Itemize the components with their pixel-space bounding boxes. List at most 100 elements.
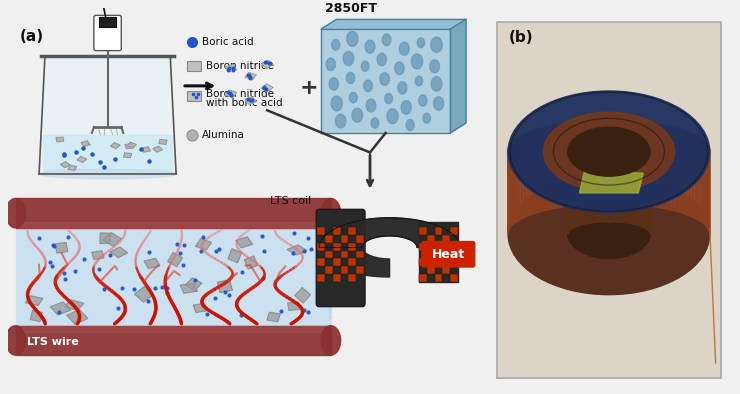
Polygon shape xyxy=(193,303,207,312)
Polygon shape xyxy=(641,143,642,227)
Bar xyxy=(427,235,434,243)
Polygon shape xyxy=(92,251,104,259)
Polygon shape xyxy=(606,121,611,204)
Bar xyxy=(443,266,450,274)
Polygon shape xyxy=(603,139,605,222)
FancyBboxPatch shape xyxy=(94,15,121,50)
Polygon shape xyxy=(623,139,625,223)
Polygon shape xyxy=(245,72,256,80)
Bar xyxy=(333,274,340,282)
Text: with boric acid: with boric acid xyxy=(206,98,282,108)
Bar xyxy=(317,227,325,235)
Bar xyxy=(434,274,443,282)
Polygon shape xyxy=(585,121,591,204)
Polygon shape xyxy=(431,37,443,52)
Polygon shape xyxy=(704,141,706,226)
Polygon shape xyxy=(699,137,701,221)
Polygon shape xyxy=(690,133,693,217)
Polygon shape xyxy=(633,141,634,224)
Polygon shape xyxy=(551,125,556,209)
Polygon shape xyxy=(579,171,643,193)
Polygon shape xyxy=(573,145,574,228)
Bar xyxy=(443,235,450,243)
Polygon shape xyxy=(383,34,391,46)
Polygon shape xyxy=(39,56,176,174)
Ellipse shape xyxy=(508,91,710,212)
Polygon shape xyxy=(522,134,525,219)
Text: Boron nitride: Boron nitride xyxy=(206,61,274,71)
Polygon shape xyxy=(693,134,696,219)
Text: LTS wire: LTS wire xyxy=(27,337,79,347)
Polygon shape xyxy=(580,141,582,225)
Polygon shape xyxy=(141,147,150,152)
Polygon shape xyxy=(597,139,599,222)
Polygon shape xyxy=(591,121,596,204)
Polygon shape xyxy=(525,133,528,217)
Polygon shape xyxy=(560,123,565,207)
Polygon shape xyxy=(497,22,721,377)
Polygon shape xyxy=(687,131,690,216)
Polygon shape xyxy=(629,140,630,223)
Bar xyxy=(450,274,458,282)
Polygon shape xyxy=(621,139,623,223)
Text: (b): (b) xyxy=(509,30,534,45)
Polygon shape xyxy=(633,121,638,205)
Polygon shape xyxy=(218,280,232,292)
Bar xyxy=(427,251,434,258)
Polygon shape xyxy=(56,137,64,142)
Polygon shape xyxy=(419,222,458,282)
Text: Alumina: Alumina xyxy=(201,130,244,140)
Polygon shape xyxy=(645,145,646,229)
Polygon shape xyxy=(319,247,389,277)
Polygon shape xyxy=(110,143,120,149)
Bar xyxy=(317,258,325,266)
Polygon shape xyxy=(226,65,236,72)
Polygon shape xyxy=(701,138,703,223)
Polygon shape xyxy=(385,93,392,104)
Polygon shape xyxy=(67,310,88,324)
Text: Boric acid: Boric acid xyxy=(201,37,253,47)
Polygon shape xyxy=(125,144,133,149)
Bar xyxy=(340,235,349,243)
Polygon shape xyxy=(547,126,551,210)
Polygon shape xyxy=(574,144,575,228)
Polygon shape xyxy=(683,130,687,215)
Bar xyxy=(349,227,356,235)
Polygon shape xyxy=(103,232,121,246)
Polygon shape xyxy=(159,139,167,144)
Bar xyxy=(450,227,458,235)
Polygon shape xyxy=(326,58,335,71)
Polygon shape xyxy=(16,222,331,228)
Polygon shape xyxy=(625,139,627,223)
Bar xyxy=(419,274,427,282)
Polygon shape xyxy=(570,146,571,230)
Polygon shape xyxy=(509,144,511,229)
Polygon shape xyxy=(419,95,427,106)
Polygon shape xyxy=(110,247,128,258)
Polygon shape xyxy=(287,245,307,255)
Polygon shape xyxy=(570,122,575,206)
Polygon shape xyxy=(417,38,425,48)
Polygon shape xyxy=(335,114,346,128)
Bar xyxy=(349,274,356,282)
Polygon shape xyxy=(168,253,182,267)
Polygon shape xyxy=(634,141,636,225)
Bar xyxy=(443,251,450,258)
Polygon shape xyxy=(658,124,662,208)
Ellipse shape xyxy=(568,210,650,258)
Polygon shape xyxy=(571,145,573,229)
Polygon shape xyxy=(596,121,601,204)
Polygon shape xyxy=(398,82,407,94)
Polygon shape xyxy=(81,141,90,147)
Polygon shape xyxy=(61,162,70,168)
Bar xyxy=(317,243,325,251)
Polygon shape xyxy=(589,140,591,223)
Ellipse shape xyxy=(543,112,674,191)
Polygon shape xyxy=(226,90,237,97)
Polygon shape xyxy=(517,137,519,221)
Bar xyxy=(333,227,340,235)
Polygon shape xyxy=(591,139,593,223)
Polygon shape xyxy=(579,171,643,193)
Polygon shape xyxy=(593,139,595,223)
Polygon shape xyxy=(610,138,612,222)
